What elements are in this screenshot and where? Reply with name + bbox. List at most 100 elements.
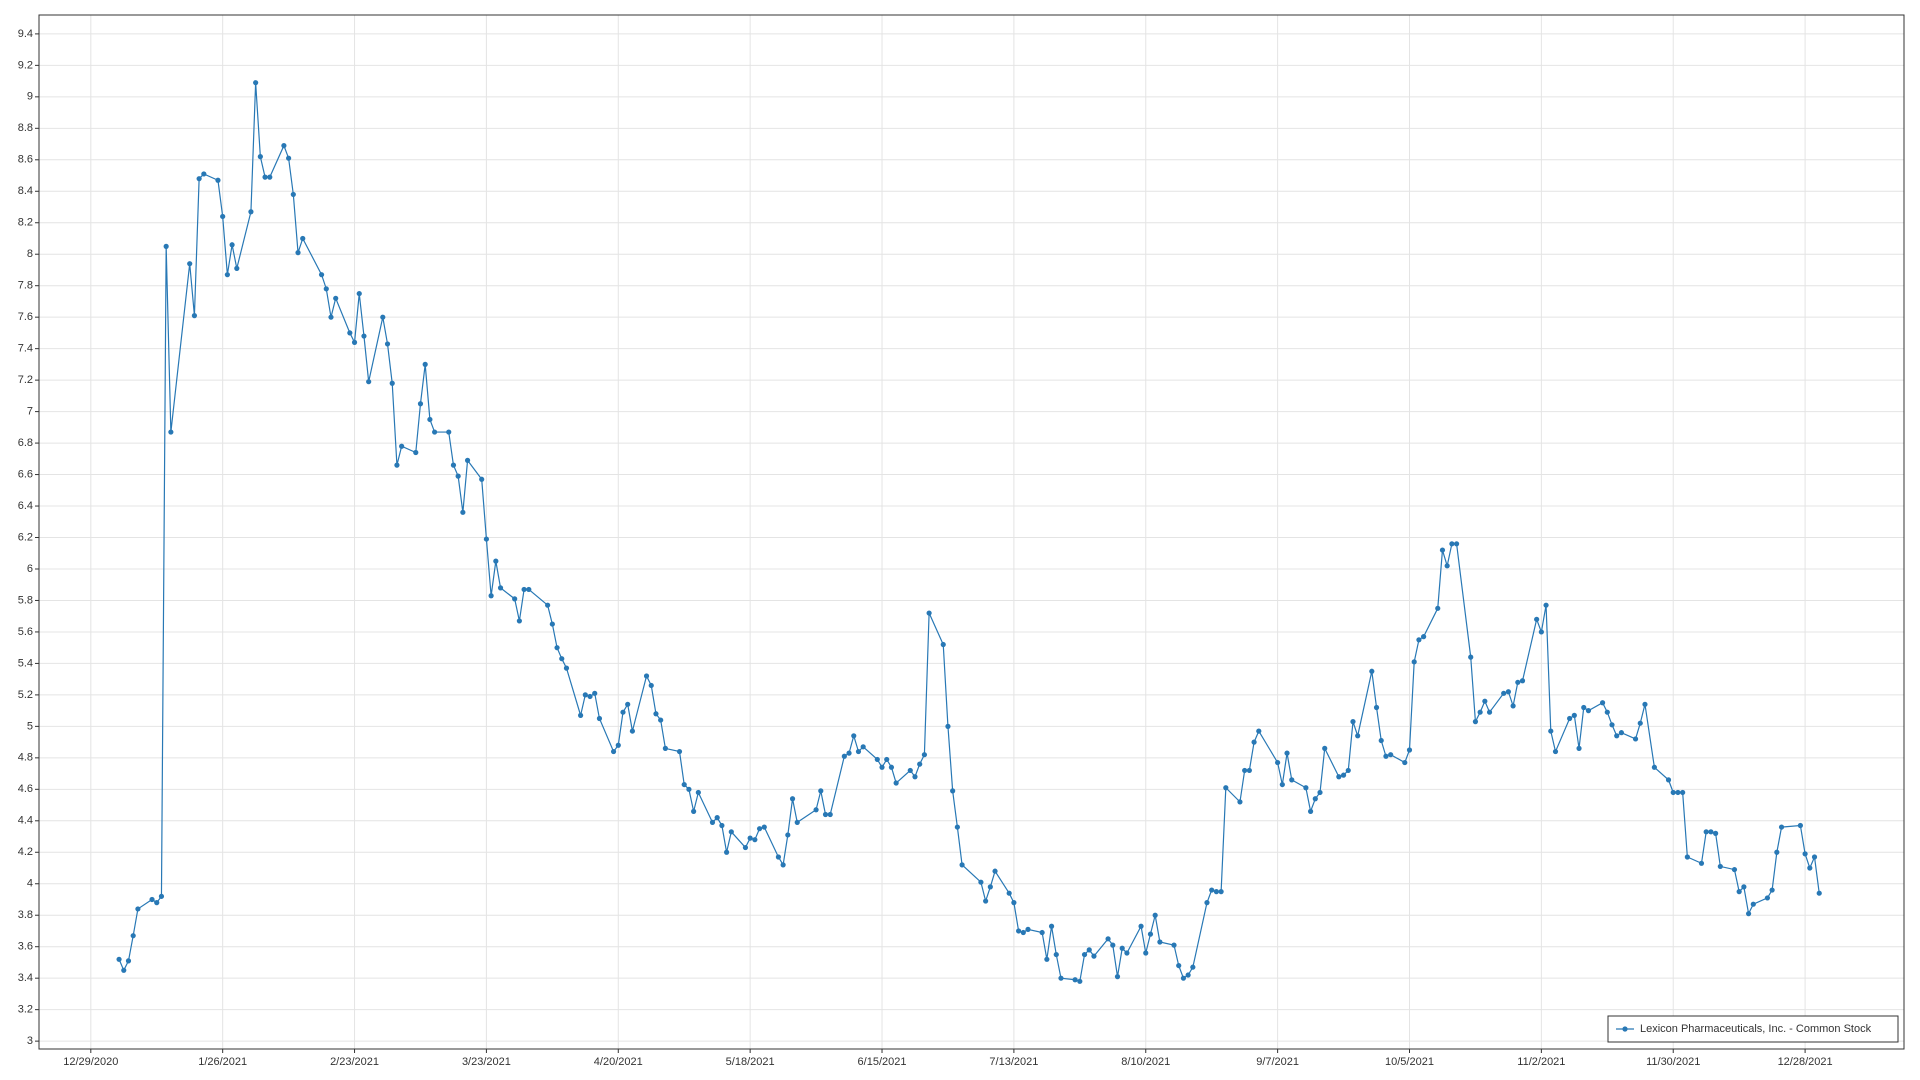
point [1110,942,1116,948]
point [1675,789,1681,796]
point [1020,929,1026,936]
x-tick-label: 5/18/2021 [726,1056,775,1068]
point [992,868,998,874]
point [653,711,659,717]
point [1157,939,1163,945]
point [917,761,923,767]
point [1147,931,1154,937]
point [719,822,725,829]
point [1114,974,1121,980]
point [158,893,165,899]
point [926,610,932,616]
point [582,692,588,698]
point [775,854,782,860]
point [822,811,829,818]
y-tick-label: 7 [27,406,33,418]
point [446,429,452,435]
point [1105,936,1111,942]
y-tick-label: 7.8 [18,280,33,292]
x-tick-label: 11/2/2021 [1517,1056,1565,1068]
point [1816,890,1822,896]
point [389,380,395,386]
point [1091,953,1097,959]
point [1176,962,1182,969]
point [1486,709,1493,715]
point [742,844,749,851]
point [1745,911,1752,917]
point [587,693,593,700]
point [1086,947,1092,953]
point [394,462,400,468]
x-tick-label: 2/23/2021 [330,1056,379,1068]
point [201,171,207,177]
point [761,824,767,830]
point [629,728,636,734]
point [818,788,824,794]
point [728,829,734,835]
point [610,748,617,755]
point [460,509,466,515]
point [1774,849,1780,855]
point [1138,923,1144,929]
point [1807,865,1813,871]
y-tick-label: 5 [27,720,33,732]
point [1411,659,1417,665]
point [1778,824,1785,830]
point [1604,709,1610,715]
point [1307,808,1314,814]
x-tick-label: 9/7/2021 [1256,1056,1299,1068]
point [1355,733,1361,739]
y-tick-label: 9 [27,91,33,103]
point [224,272,230,278]
point [1317,789,1323,796]
point [1552,748,1559,755]
point [1388,752,1394,758]
point [1703,829,1709,835]
point [747,835,753,841]
point [1515,679,1521,685]
y-tick-label: 3 [27,1035,33,1047]
point [1736,889,1742,895]
point [756,826,763,832]
point [286,155,292,161]
point [785,832,791,838]
point [709,819,716,825]
y-tick-label: 5.4 [18,657,33,669]
point [1731,866,1738,873]
y-tick-label: 8 [27,248,33,260]
point [149,896,155,903]
point [851,733,857,739]
point [1421,634,1427,640]
point [1119,945,1125,951]
point [1453,541,1460,547]
point [1543,602,1549,608]
point [1044,956,1050,962]
y-tick-label: 7.4 [18,343,33,355]
plot-frame [38,14,1905,1050]
y-tick-label: 4.4 [18,815,33,827]
point [1284,750,1290,756]
point [1345,767,1351,774]
y-tick-label: 6.2 [18,531,33,543]
point [1322,745,1328,752]
point [695,789,701,796]
point [1811,854,1818,860]
point [1449,541,1455,547]
point [1618,730,1625,736]
point [1006,890,1012,896]
point [1637,720,1643,726]
point [554,645,560,651]
point [1378,737,1384,744]
y-tick-label: 6.4 [18,500,33,512]
y-tick-label: 4.2 [18,846,33,858]
point [422,361,428,367]
x-tick-label: 8/10/2021 [1121,1056,1170,1068]
point [488,593,494,599]
point [1081,951,1088,958]
point [1609,722,1615,728]
point [1477,709,1483,715]
legend-box [1607,1015,1899,1043]
point [1510,703,1516,709]
point [1708,829,1714,835]
